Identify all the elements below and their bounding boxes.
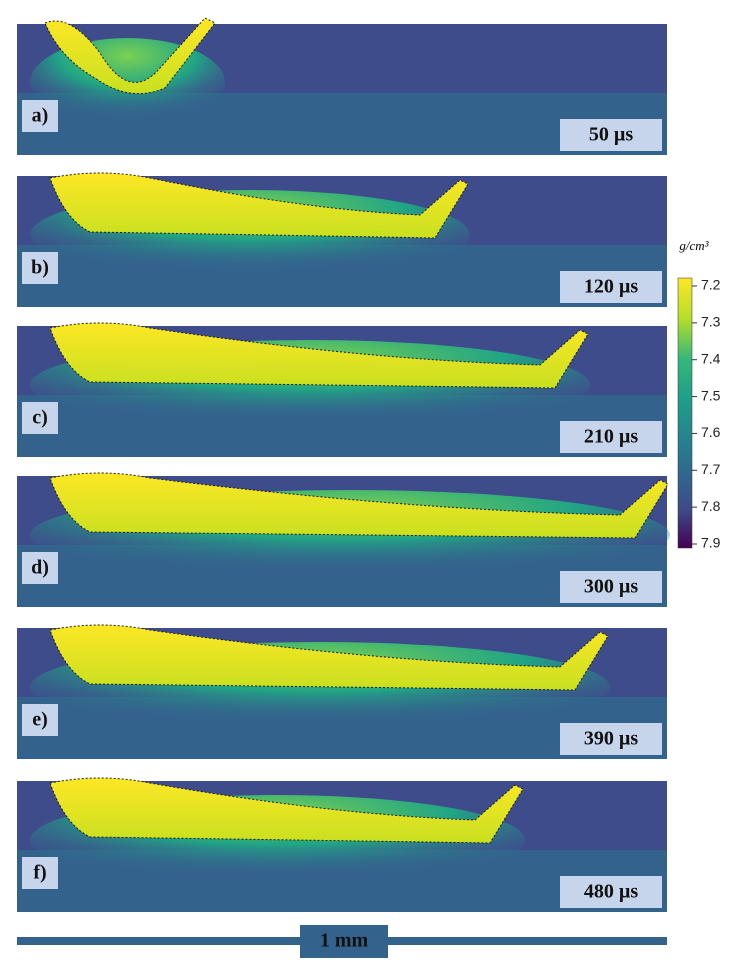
panel-label: b) [31,257,49,279]
colorbar-tick-label: 7.9 [701,535,721,551]
colorbar-tick-label: 7.5 [701,387,721,403]
panel-label: c) [32,407,48,429]
colorbar-tick-label: 7.2 [701,277,721,293]
scale-label: 1 mm [320,930,369,952]
time-box [560,119,662,151]
melt-pool [49,624,609,691]
time-label: 390 µs [584,728,639,750]
time-label: 120 µs [584,276,639,298]
colorbar-tick-label: 7.4 [701,350,721,366]
melt-pool [49,777,524,844]
panels: a) 50 µs b) 120 µs c) 210 µs d) 300 µs e) 390 µs f… [17,17,670,912]
scale-box [300,925,388,958]
melt-pool [49,322,589,389]
time-box [560,723,662,755]
time-box [560,271,662,303]
label-box [22,704,58,736]
melt-pool [44,17,216,95]
melt-pool [49,472,669,539]
time-label: 210 µs [584,426,639,448]
time-box [560,421,662,453]
time-label: 480 µs [584,881,639,903]
time-box [560,571,662,603]
colorbar-ticks: 7.2 7.3 7.4 7.5 7.6 7.7 7.8 7.9 [692,277,721,551]
label-box [22,857,58,889]
panel-label: e) [32,709,48,731]
colorbar-tick-label: 7.6 [701,424,721,440]
label-box [22,100,58,132]
melt-pool [49,172,469,239]
colorbar-tick-label: 7.7 [701,461,721,477]
colorbar-unit: g/cm³ [679,238,709,253]
label-box [22,402,58,434]
panel-label: d) [31,557,49,579]
colorbar-tick-label: 7.8 [701,498,721,514]
colorbar [677,277,693,549]
colorbar-tick-label: 7.3 [701,314,721,330]
time-label: 300 µs [584,576,639,598]
panel-label: f) [33,862,46,884]
label-box [22,252,58,284]
panel-label: a) [32,105,49,127]
time-label: 50 µs [589,124,634,146]
time-box [560,876,662,908]
label-box [22,552,58,584]
